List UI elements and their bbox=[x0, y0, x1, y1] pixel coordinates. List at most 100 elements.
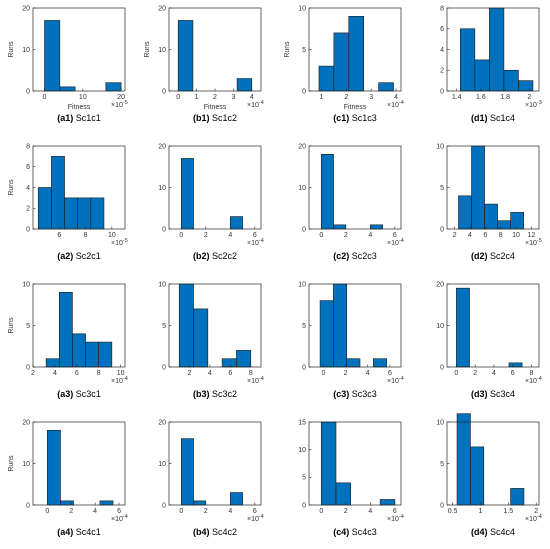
x-exponent-label: ×10-4 bbox=[247, 376, 264, 385]
bar-d2-0 bbox=[458, 195, 472, 230]
x-tick-label: 10 bbox=[108, 232, 116, 239]
y-tick-label: 10 bbox=[298, 185, 306, 192]
bar-b4-4 bbox=[230, 492, 243, 506]
y-tick-label: 0 bbox=[440, 226, 444, 233]
bar-a4-4 bbox=[99, 500, 114, 506]
y-axis-label: Runs bbox=[8, 41, 15, 58]
x-tick-label: 12 bbox=[527, 232, 535, 239]
y-axis-label: Runs bbox=[144, 41, 151, 58]
bar-c3-0 bbox=[319, 300, 334, 368]
subfigure-caption: (a1) Sc1c1 bbox=[57, 113, 101, 123]
bar-c1-4 bbox=[378, 82, 394, 92]
bar-d2-1 bbox=[471, 145, 485, 230]
x-tick-label: 4 bbox=[250, 94, 254, 101]
bar-d4-1 bbox=[470, 446, 485, 506]
y-tick-label: 10 bbox=[298, 447, 306, 454]
y-tick-label: 0 bbox=[26, 226, 30, 233]
y-tick-label: 15 bbox=[298, 419, 306, 426]
y-tick-label: 10 bbox=[22, 461, 30, 468]
x-tick-label: 8 bbox=[97, 370, 101, 377]
bar-a2-3 bbox=[77, 197, 92, 230]
x-exponent-label: ×10-4 bbox=[387, 100, 404, 109]
x-tick-label: 2 bbox=[527, 94, 531, 101]
histogram-a4: 0 2 4 6 0 10 20 ×10-4 Runs (a4) Sc4c1 bbox=[8, 419, 128, 537]
histogram-a2: 6 8 10 0 2 4 6 8 ×10-5 Runs (a2) Sc2c1 bbox=[8, 143, 128, 261]
subfigure-caption: (a3) Sc3c1 bbox=[57, 389, 101, 399]
x-tick-label: 6 bbox=[388, 370, 392, 377]
x-tick-label: 4 bbox=[394, 94, 398, 101]
x-exponent-label: ×10-4 bbox=[247, 238, 264, 247]
x-tick-label: 6 bbox=[393, 508, 397, 515]
subfigure-caption: (b3) Sc3c2 bbox=[193, 389, 237, 399]
subfigure-caption: (b4) Sc4c2 bbox=[193, 527, 237, 537]
x-tick-label: 1.6 bbox=[476, 94, 486, 101]
x-tick-label: 0 bbox=[454, 370, 458, 377]
y-tick-label: 0 bbox=[440, 88, 444, 95]
y-tick-label: 0 bbox=[26, 502, 30, 509]
x-tick-label: 1 bbox=[479, 508, 483, 515]
y-tick-label: 10 bbox=[436, 323, 444, 330]
x-tick-label: 20 bbox=[117, 94, 125, 101]
x-tick-label: 2 bbox=[344, 232, 348, 239]
histogram-c1: 1 2 3 4 0 5 10 ×10-4 Fitness Runs (c1) Sc1c3 bbox=[284, 5, 404, 123]
y-tick-label: 2 bbox=[440, 68, 444, 75]
y-axis-label: Runs bbox=[8, 317, 15, 334]
y-tick-label: 20 bbox=[158, 419, 166, 426]
histogram-d1: 1.4 1.6 1.8 2 0 2 4 6 8 ×10-3 (d1) Sc1c4 bbox=[440, 5, 542, 123]
x-tick-label: 8 bbox=[249, 370, 253, 377]
x-tick-label: 2 bbox=[31, 370, 35, 377]
y-tick-label: 5 bbox=[440, 461, 444, 468]
y-tick-label: 5 bbox=[440, 185, 444, 192]
histogram-c3: 0 2 4 6 0 5 10 ×10-4 (c3) Sc3c3 bbox=[298, 281, 404, 399]
bar-d4-0 bbox=[456, 413, 471, 506]
x-tick-label: 2 bbox=[453, 232, 457, 239]
histogram-b4: 0 2 4 6 0 10 20 ×10-4 (b4) Sc4c2 bbox=[158, 419, 264, 537]
x-tick-label: 1 bbox=[319, 94, 323, 101]
y-tick-label: 10 bbox=[158, 281, 166, 288]
subfigure-caption: (a4) Sc4c1 bbox=[57, 527, 101, 537]
x-exponent-label: ×10-4 bbox=[387, 376, 404, 385]
bar-a4-1 bbox=[60, 500, 74, 506]
bar-a2-0 bbox=[37, 187, 52, 230]
x-exponent-label: ×10-5 bbox=[525, 238, 542, 247]
bar-a2-1 bbox=[51, 156, 65, 230]
bar-b3-1 bbox=[193, 308, 209, 368]
y-tick-label: 0 bbox=[302, 226, 306, 233]
subfigure-caption: (d2) Sc2c4 bbox=[471, 251, 515, 261]
y-tick-label: 5 bbox=[26, 323, 30, 330]
x-tick-label: 8 bbox=[530, 370, 534, 377]
x-tick-label: 10 bbox=[79, 94, 87, 101]
bar-a1-1 bbox=[59, 86, 76, 92]
x-axis-label: Fitness bbox=[204, 104, 227, 111]
bar-a3-1 bbox=[58, 291, 73, 368]
x-tick-label: 0 bbox=[179, 232, 183, 239]
bar-d4-4 bbox=[510, 488, 525, 506]
x-tick-label: 6 bbox=[483, 232, 487, 239]
y-axis-label: Runs bbox=[284, 41, 291, 58]
bar-c3-1 bbox=[333, 283, 347, 368]
x-tick-label: 4 bbox=[492, 370, 496, 377]
x-exponent-label: ×10-3 bbox=[525, 100, 542, 109]
y-tick-label: 0 bbox=[302, 364, 306, 371]
x-tick-label: 0 bbox=[179, 508, 183, 515]
bar-a3-3 bbox=[85, 341, 100, 368]
bar-c3-4 bbox=[372, 358, 387, 368]
x-exponent-label: ×10-5 bbox=[111, 238, 128, 247]
y-tick-label: 10 bbox=[158, 185, 166, 192]
y-axis-label: Runs bbox=[8, 179, 15, 196]
x-tick-label: 2 bbox=[213, 94, 217, 101]
x-tick-label: 10 bbox=[117, 370, 125, 377]
x-tick-label: 0 bbox=[45, 508, 49, 515]
x-tick-label: 6 bbox=[117, 508, 121, 515]
x-tick-label: 4 bbox=[468, 232, 472, 239]
x-tick-label: 1.5 bbox=[503, 508, 513, 515]
x-tick-label: 2 bbox=[534, 508, 538, 515]
bar-d1-3 bbox=[503, 69, 519, 92]
y-tick-label: 0 bbox=[26, 364, 30, 371]
x-exponent-label: ×10-4 bbox=[525, 514, 542, 523]
y-tick-label: 0 bbox=[162, 364, 166, 371]
bar-c2-4 bbox=[370, 224, 383, 230]
subfigure-caption: (b1) Sc1c2 bbox=[193, 113, 237, 123]
x-tick-label: 4 bbox=[93, 508, 97, 515]
x-tick-label: 6 bbox=[511, 370, 515, 377]
